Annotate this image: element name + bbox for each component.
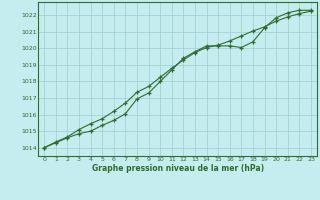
X-axis label: Graphe pression niveau de la mer (hPa): Graphe pression niveau de la mer (hPa) bbox=[92, 164, 264, 173]
